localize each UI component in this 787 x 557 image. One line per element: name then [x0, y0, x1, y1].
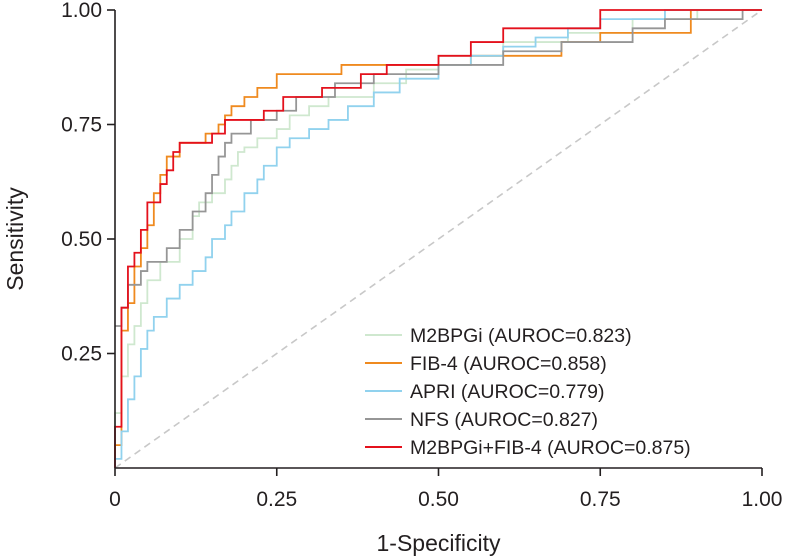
- legend-label-5: M2BPGi+FIB-4 (AUROC=0.875): [410, 437, 691, 459]
- legend-label-3: APRI (AUROC=0.779): [410, 381, 605, 403]
- x-tick-label: 0.50: [418, 488, 459, 511]
- y-tick-label: 1.00: [61, 0, 102, 22]
- series-line-4: [115, 9, 762, 327]
- legend-label-2: FIB-4 (AUROC=0.858): [410, 353, 607, 375]
- x-tick-label: 0.25: [256, 488, 297, 511]
- x-tick-label: 0: [109, 488, 121, 511]
- y-tick-label: 0.75: [61, 114, 102, 137]
- series-line-3: [114, 9, 762, 468]
- legend-label-1: M2BPGi (AUROC=0.823): [410, 325, 632, 347]
- reference-diagonal-line: [114, 9, 763, 469]
- y-tick-label: 0.25: [61, 343, 102, 366]
- series-line-5: [114, 9, 762, 468]
- x-tick-label: 0.75: [580, 488, 621, 511]
- plot-area: [114, 9, 763, 469]
- legend-label-4: NFS (AUROC=0.827): [410, 409, 598, 431]
- x-axis-title: 1-Specificity: [377, 530, 501, 556]
- y-axis-title: Sensitivity: [2, 187, 28, 291]
- x-tick-label: 1.00: [742, 488, 783, 511]
- legend: M2BPGi (AUROC=0.823) FIB-4 (AUROC=0.858) A…: [365, 325, 691, 459]
- y-tick-label: 0.50: [61, 228, 102, 251]
